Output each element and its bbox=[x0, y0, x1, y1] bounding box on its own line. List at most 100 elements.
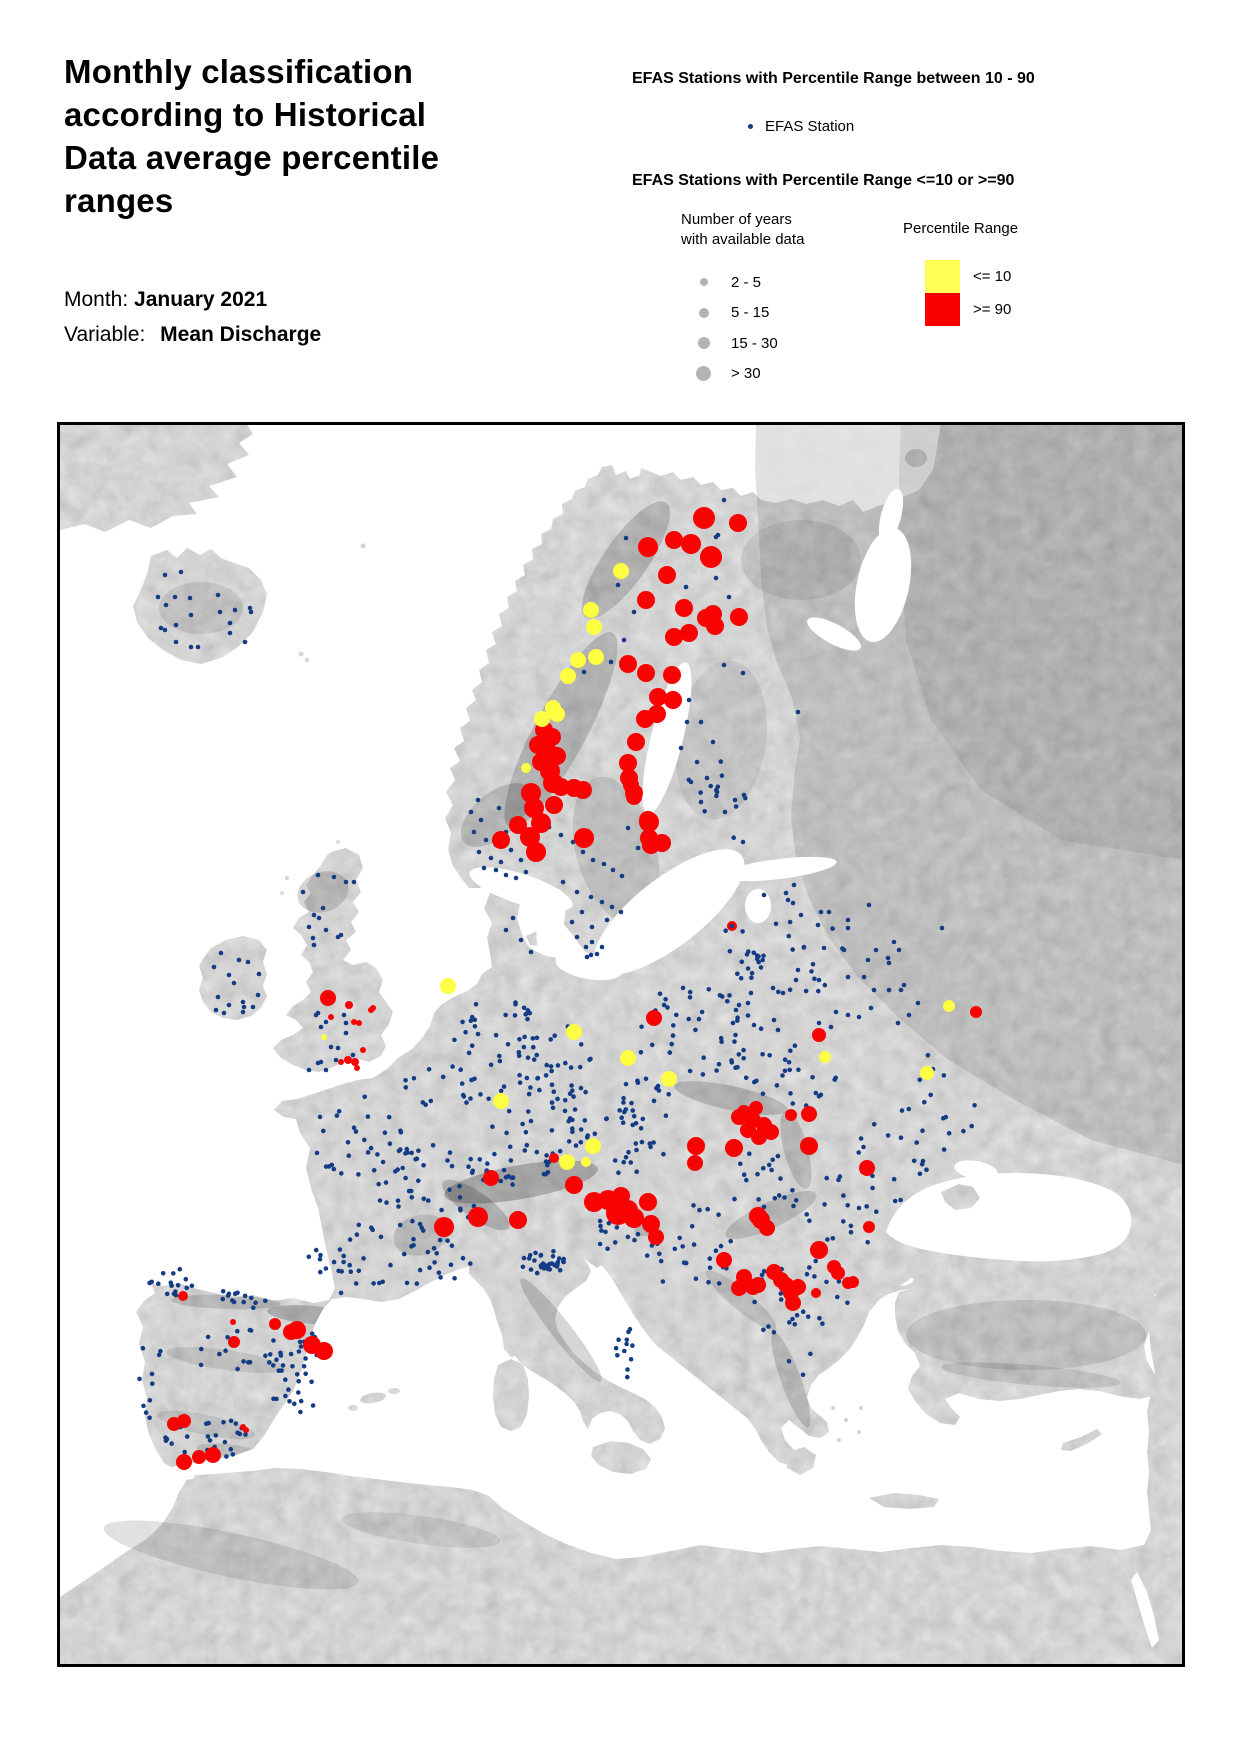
station-dot bbox=[353, 1281, 359, 1286]
station-dot bbox=[718, 1243, 724, 1249]
station-dot bbox=[613, 1345, 619, 1351]
station-dot bbox=[498, 1178, 504, 1184]
station-dot bbox=[268, 1352, 273, 1357]
station-dot bbox=[684, 719, 690, 725]
station-dot bbox=[439, 1207, 444, 1213]
station-dot bbox=[426, 1067, 432, 1072]
station-dot bbox=[689, 1224, 695, 1229]
station-dot bbox=[707, 1265, 713, 1271]
high-percentile-circle bbox=[790, 1279, 806, 1295]
station-dot bbox=[686, 697, 692, 703]
station-dot bbox=[458, 1207, 463, 1213]
station-dot bbox=[215, 994, 221, 1000]
station-dot bbox=[434, 1251, 440, 1256]
station-dot bbox=[741, 1172, 747, 1177]
station-dot bbox=[732, 797, 738, 803]
station-dot bbox=[477, 1157, 483, 1162]
station-dot bbox=[147, 1398, 153, 1403]
station-dot bbox=[345, 1140, 351, 1145]
high-percentile-circle bbox=[704, 605, 722, 623]
station-dot bbox=[672, 1246, 678, 1252]
station-dot bbox=[228, 1418, 234, 1424]
title-line: Monthly classification bbox=[64, 53, 414, 90]
station-dot bbox=[716, 1212, 721, 1217]
station-dot bbox=[548, 1064, 554, 1069]
station-dot bbox=[226, 1002, 232, 1008]
station-dot bbox=[298, 1344, 304, 1349]
crete-land bbox=[869, 1493, 939, 1509]
station-dot bbox=[274, 1357, 279, 1362]
station-dot bbox=[393, 1169, 398, 1174]
station-dot bbox=[896, 947, 902, 953]
station-dot bbox=[603, 1229, 608, 1235]
high-percentile-circle bbox=[565, 1176, 583, 1194]
station-dot bbox=[522, 1034, 527, 1040]
high-percentile-circle bbox=[763, 1124, 779, 1140]
station-dot bbox=[288, 1351, 294, 1357]
station-dot bbox=[517, 1080, 523, 1085]
station-dot bbox=[625, 1374, 630, 1380]
station-dot bbox=[906, 1012, 912, 1018]
station-dot bbox=[523, 869, 529, 875]
high-percentile-circle bbox=[863, 1221, 875, 1233]
high-percentile-circle bbox=[831, 1266, 845, 1280]
station-dot bbox=[623, 535, 629, 541]
station-dot bbox=[458, 1067, 464, 1072]
station-dot bbox=[530, 1036, 536, 1041]
station-dot bbox=[249, 1295, 254, 1301]
station-dot bbox=[478, 817, 484, 823]
high-percentile-circle bbox=[619, 655, 637, 673]
station-dot bbox=[245, 959, 251, 965]
station-dot bbox=[395, 1198, 401, 1203]
station-dot bbox=[648, 1144, 653, 1150]
station-dot bbox=[377, 1198, 383, 1203]
station-dot bbox=[715, 784, 721, 790]
station-dot bbox=[294, 1372, 300, 1377]
station-dot bbox=[315, 1060, 321, 1066]
station-dot bbox=[729, 1060, 735, 1065]
station-dot bbox=[404, 1146, 410, 1152]
percentile-row-low: <= 10 bbox=[925, 260, 1011, 293]
station-dot bbox=[172, 594, 178, 600]
station-dot bbox=[809, 969, 814, 974]
percentile-high-label: >= 90 bbox=[973, 301, 1012, 318]
station-dot bbox=[697, 1207, 702, 1213]
high-percentile-circle bbox=[970, 1006, 982, 1018]
legend-heading-inrange: EFAS Stations with Percentile Range betw… bbox=[632, 70, 1035, 87]
station-dot bbox=[232, 1291, 238, 1296]
high-percentile-circle bbox=[526, 842, 546, 862]
station-dot bbox=[371, 1281, 376, 1286]
station-dot bbox=[716, 1281, 722, 1286]
station-dot bbox=[403, 1151, 408, 1156]
high-percentile-circle bbox=[177, 1414, 191, 1428]
station-dot bbox=[922, 1099, 927, 1105]
station-dot bbox=[267, 1360, 272, 1365]
station-dot bbox=[771, 1329, 777, 1335]
high-percentile-circle bbox=[665, 531, 683, 549]
station-dot bbox=[804, 1271, 810, 1277]
station-dot bbox=[892, 1198, 898, 1204]
station-dot bbox=[206, 1420, 211, 1426]
station-dot bbox=[898, 1197, 903, 1203]
station-dot bbox=[901, 982, 907, 988]
station-dot bbox=[769, 1167, 774, 1173]
station-dot bbox=[730, 1020, 736, 1026]
station-dot bbox=[630, 1122, 635, 1128]
station-dot bbox=[736, 1052, 742, 1057]
high-percentile-circle bbox=[626, 789, 642, 805]
station-dot bbox=[149, 1279, 154, 1285]
page-title: Monthly classification according to Hist… bbox=[64, 50, 524, 222]
high-percentile-circle bbox=[646, 1010, 662, 1026]
station-dot bbox=[225, 1335, 230, 1340]
station-dot bbox=[221, 1010, 227, 1016]
station-dot bbox=[552, 1033, 557, 1038]
station-dot bbox=[786, 1060, 792, 1065]
station-dot bbox=[320, 905, 326, 911]
station-dot bbox=[241, 1004, 247, 1010]
station-dot bbox=[605, 1246, 610, 1252]
station-dot bbox=[149, 1371, 155, 1377]
station-dot bbox=[331, 1259, 337, 1265]
station-dot bbox=[787, 1320, 792, 1325]
station-dot bbox=[188, 612, 194, 618]
station-dot bbox=[343, 879, 349, 885]
